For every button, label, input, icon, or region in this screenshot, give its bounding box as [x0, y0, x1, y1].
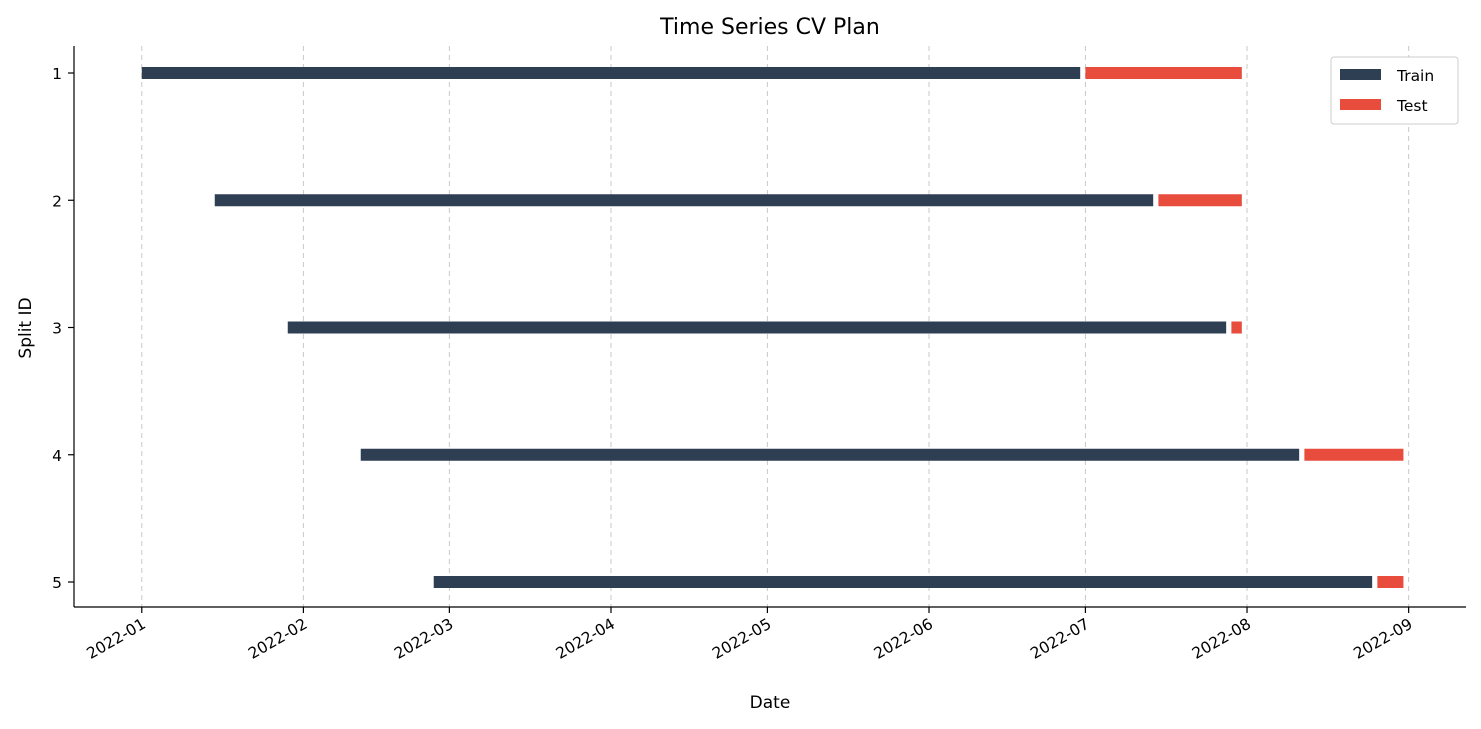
x-tick-label: 2022-05 [709, 615, 774, 663]
train-bar-split-3 [287, 321, 1227, 334]
y-tick-label: 1 [52, 65, 62, 83]
train-bar-split-4 [360, 448, 1300, 461]
y-axis-label: Split ID [16, 297, 36, 358]
y-tick-label: 2 [52, 192, 62, 210]
test-bar-split-2 [1158, 194, 1242, 207]
test-bar-split-1 [1085, 67, 1242, 79]
legend-label-test: Test [1396, 97, 1428, 115]
y-tick-label: 5 [52, 574, 62, 592]
legend-label-train: Train [1396, 67, 1434, 85]
test-bar-split-5 [1377, 576, 1404, 588]
x-tick-label: 2022-03 [391, 615, 456, 663]
x-tick-label: 2022-01 [84, 615, 149, 663]
legend-box [1330, 56, 1459, 125]
x-tick-label: 2022-02 [245, 615, 310, 663]
x-tick-label: 2022-06 [871, 615, 936, 663]
x-tick-label: 2022-08 [1189, 615, 1254, 663]
x-tick-label: 2022-04 [553, 615, 618, 663]
legend: Train Test [1330, 56, 1459, 125]
test-bar-split-3 [1231, 321, 1242, 334]
legend-swatch-train [1340, 69, 1381, 80]
y-ticks: 1 2 3 4 5 [52, 65, 74, 592]
train-bar-split-5 [433, 576, 1373, 588]
x-axis-label: Date [750, 693, 791, 713]
chart-title: Time Series CV Plan [659, 15, 880, 40]
bars [141, 67, 1404, 588]
x-tick-label: 2022-07 [1027, 615, 1092, 663]
train-bar-split-2 [214, 194, 1154, 207]
y-tick-label: 3 [52, 320, 62, 338]
train-bar-split-1 [141, 67, 1081, 79]
x-ticks: 2022-01 2022-02 2022-03 2022-04 2022-05 2022-… [84, 607, 1416, 663]
y-tick-label: 4 [52, 447, 62, 465]
x-tick-label: 2022-09 [1351, 615, 1416, 663]
test-bar-split-4 [1304, 448, 1404, 461]
legend-swatch-test [1340, 99, 1381, 110]
